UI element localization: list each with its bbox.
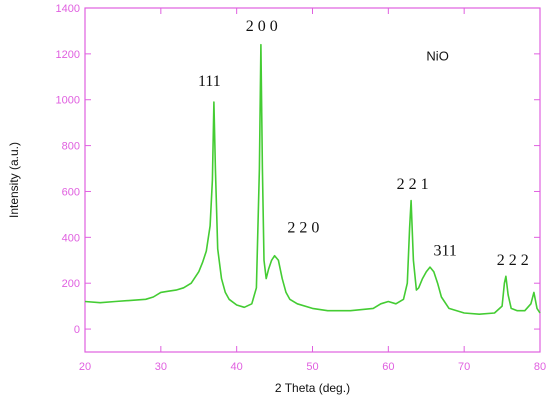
x-axis-ticks: 20 30 40 50 60 70 80 <box>79 8 546 373</box>
plot-area <box>84 7 541 353</box>
peak-label: 311 <box>434 243 457 260</box>
peak-label: 2 2 1 <box>397 176 429 193</box>
y-axis-ticks: 0 200 400 600 800 1000 1200 1400 <box>56 3 540 336</box>
x-tick-label: 70 <box>458 361 470 373</box>
peak-label: 2 2 0 <box>287 220 319 237</box>
x-tick-label: 60 <box>382 361 394 373</box>
y-tick-label: 600 <box>62 186 80 198</box>
y-tick-label: 0 <box>74 324 80 336</box>
x-tick-label: 50 <box>306 361 318 373</box>
y-tick-label: 800 <box>62 141 80 153</box>
x-axis-label: 2 Theta (deg.) <box>275 381 350 395</box>
peak-label: 111 <box>198 73 221 90</box>
y-tick-label: 400 <box>62 232 80 244</box>
y-tick-label: 1200 <box>56 49 80 61</box>
peak-label: 2 2 2 <box>497 252 529 269</box>
series-line-0 <box>84 43 541 315</box>
y-tick-label: 1000 <box>56 95 80 107</box>
y-tick-label: 200 <box>62 278 80 290</box>
y-axis-label: Intensity (a.u.) <box>7 142 21 218</box>
y-tick-label: 1400 <box>56 3 80 15</box>
x-tick-label: 20 <box>79 361 91 373</box>
x-tick-label: 40 <box>231 361 243 373</box>
sample-label: NiO <box>426 49 448 64</box>
x-tick-label: 30 <box>155 361 167 373</box>
peak-annotations: 111 2 0 0 2 2 0 2 2 1 311 2 2 2 NiO <box>198 18 529 269</box>
plot-frame <box>84 7 541 353</box>
peak-label: 2 0 0 <box>246 18 278 35</box>
x-tick-label: 80 <box>534 361 546 373</box>
